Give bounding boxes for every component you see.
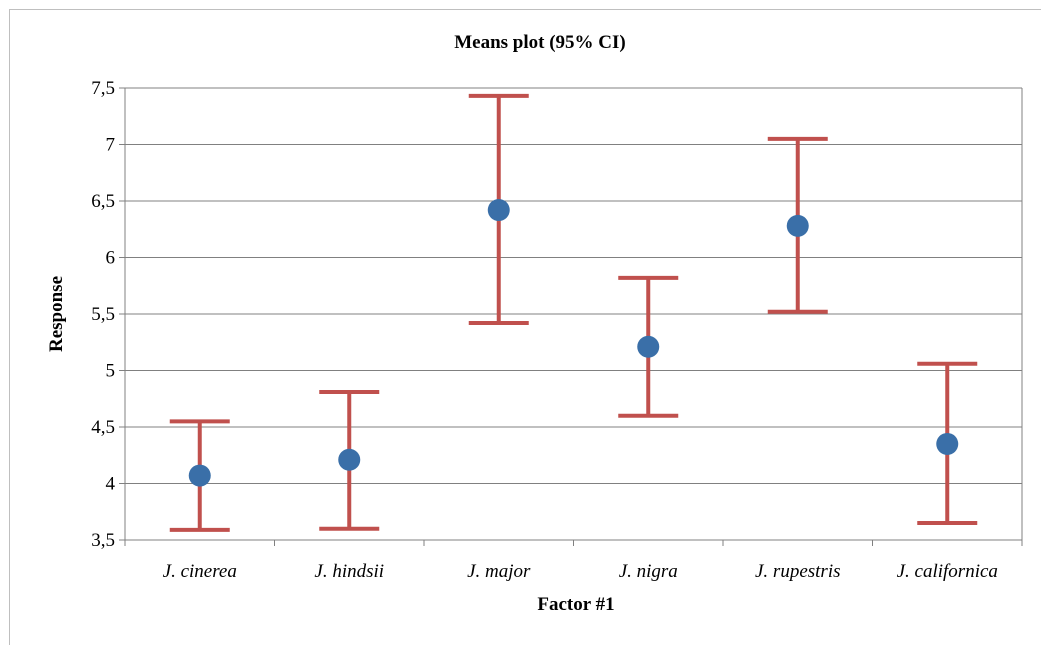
mean-point <box>637 335 660 358</box>
chart-frame <box>9 9 1041 645</box>
y-tick-label: 4 <box>106 474 116 495</box>
x-tick-label: J. hindsii <box>314 561 384 582</box>
y-axis-title: Response <box>46 276 67 352</box>
x-tick-labels: J. cinerea J. hindsii J. major J. nigra J. r… <box>163 561 998 582</box>
mean-point <box>338 448 361 471</box>
chart-title: Means plot (95% CI) <box>454 32 626 53</box>
mean-point <box>936 432 959 455</box>
x-tick-label: J. nigra <box>619 561 678 582</box>
y-tick-label: 5,5 <box>91 304 115 325</box>
mean-points <box>188 199 959 487</box>
error-bars <box>169 93 978 532</box>
x-tick-label: J. rupestris <box>755 561 841 582</box>
y-tick-label: 6,5 <box>91 191 115 212</box>
y-tick-label: 7,5 <box>91 78 115 99</box>
x-tick-label: J. californica <box>897 561 998 582</box>
mean-point <box>786 214 809 237</box>
mean-point <box>487 199 510 222</box>
y-tick-labels: 3,5 4 4,5 5 5,5 6 6,5 7 7,5 <box>91 78 115 551</box>
y-tick-label: 4,5 <box>91 417 115 438</box>
y-tick-label: 3,5 <box>91 530 115 551</box>
x-tick-label: J. major <box>467 561 531 582</box>
mean-point <box>188 464 211 487</box>
y-tick-label: 6 <box>106 248 116 269</box>
grid-lines <box>125 87 1023 541</box>
y-tick-label: 5 <box>106 361 116 382</box>
axes <box>119 87 1023 546</box>
x-tick-label: J. cinerea <box>163 561 237 582</box>
y-tick-label: 7 <box>106 135 116 156</box>
x-axis-title: Factor #1 <box>537 594 614 615</box>
